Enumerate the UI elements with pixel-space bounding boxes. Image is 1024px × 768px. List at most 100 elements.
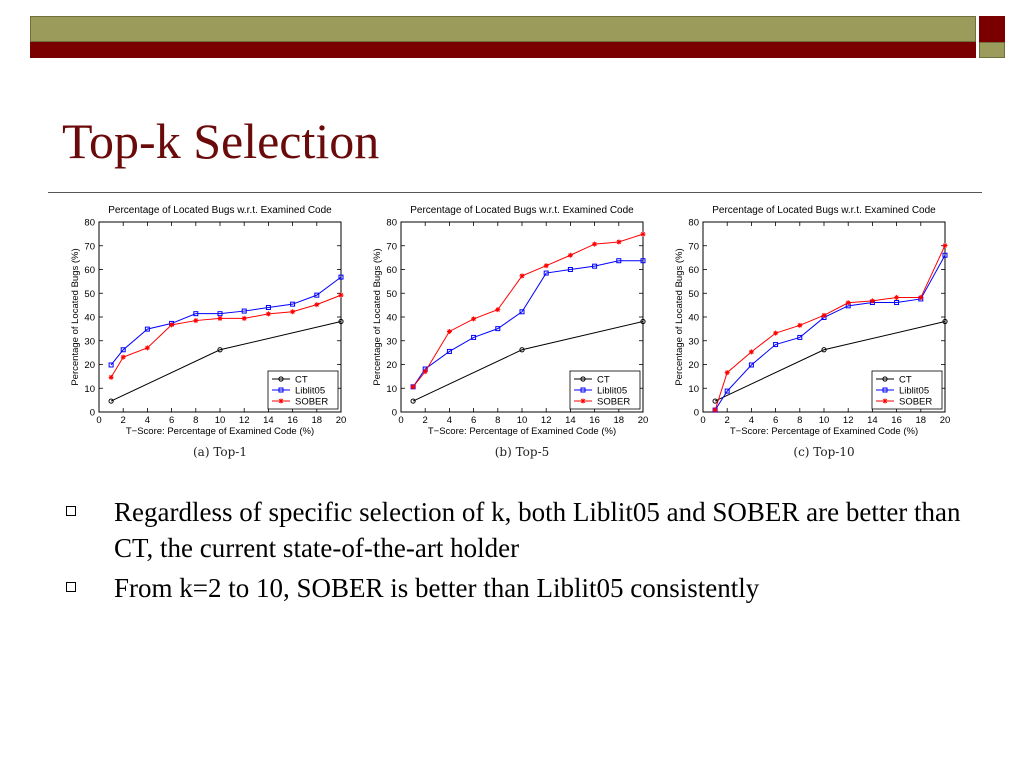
top-1-series-sober	[108, 292, 344, 380]
top-10-x-tick-label: 0	[700, 415, 705, 426]
top-1-data-point	[144, 345, 150, 351]
top-1-x-tick-label: 10	[215, 415, 226, 426]
top-5-caption: (b) Top-5	[495, 445, 550, 459]
top-1-data-point	[290, 309, 296, 315]
top-10-data-point	[821, 347, 827, 353]
top-5-legend-marker	[580, 376, 586, 382]
top-5-y-tick-label: 70	[386, 241, 397, 252]
top-10-legend-label: CT	[899, 375, 912, 386]
top-10-x-tick-label: 14	[867, 415, 878, 426]
top-10-data-point	[712, 398, 718, 404]
top-5-legend-marker	[580, 398, 586, 404]
top-1-data-point	[120, 354, 126, 360]
top-10-data-point	[748, 349, 754, 355]
top-5-y-axis-label: Percentage of Located Bugs (%)	[372, 248, 383, 385]
top-5-data-point	[495, 326, 501, 332]
title-divider	[48, 192, 982, 193]
top-5-data-point	[519, 347, 525, 353]
top-10-y-tick-label: 40	[688, 313, 699, 324]
top-1-data-point	[169, 322, 175, 328]
top-5-x-tick-label: 8	[495, 415, 500, 426]
top-1-data-point	[290, 301, 296, 307]
top-10-y-tick-label: 70	[688, 241, 699, 252]
top-5-data-point	[495, 307, 501, 313]
top-5-x-tick-label: 18	[614, 415, 625, 426]
top-1-x-tick-label: 18	[312, 415, 323, 426]
top-1-y-tick-label: 70	[84, 241, 95, 252]
top-1-data-point	[338, 274, 344, 280]
top-1-data-point	[193, 318, 199, 324]
top-10-data-point	[797, 334, 803, 340]
top-10-y-tick-label: 80	[688, 218, 699, 229]
top-1-legend-marker	[278, 387, 284, 393]
top-5-x-tick-label: 14	[565, 415, 576, 426]
chart-top-1: Percentage of Located Bugs w.r.t. Examin…	[56, 200, 346, 462]
top-1-data-point	[108, 398, 114, 404]
top-1-x-tick-label: 2	[121, 415, 126, 426]
top-10-x-tick-label: 10	[819, 415, 830, 426]
top-5-x-tick-label: 10	[517, 415, 528, 426]
top-1-series-line	[110, 276, 342, 366]
top-1-data-point	[217, 315, 223, 321]
top-5-data-point	[543, 263, 549, 269]
bullet-text: From k=2 to 10, SOBER is better than Lib…	[114, 573, 760, 603]
top-5-data-point	[422, 369, 428, 375]
top-1-plot-title: Percentage of Located Bugs w.r.t. Examin…	[108, 205, 332, 216]
top-5-y-tick-label: 50	[386, 289, 397, 300]
top-10-y-tick-label: 0	[694, 408, 699, 419]
top-5-x-tick-label: 12	[541, 415, 552, 426]
top-1-legend-label: CT	[295, 375, 308, 386]
top-5-y-tick-label: 20	[386, 360, 397, 371]
chart-top-5-svg: Percentage of Located Bugs w.r.t. Examin…	[372, 205, 648, 459]
top-10-data-point	[894, 300, 900, 306]
top-10-data-point	[712, 407, 718, 413]
top-5-y-tick-label: 80	[386, 218, 397, 229]
top-10-x-tick-label: 8	[797, 415, 802, 426]
top-1-x-tick-label: 16	[287, 415, 298, 426]
top-1-x-axis-label: T−Score: Percentage of Examined Code (%)	[126, 426, 314, 437]
top-1-y-tick-label: 30	[84, 336, 95, 347]
top-5-y-tick-label: 60	[386, 265, 397, 276]
top-10-x-tick-label: 2	[725, 415, 730, 426]
top-1-series-line	[110, 321, 342, 402]
top-1-caption: (a) Top-1	[193, 445, 247, 459]
top-10-y-tick-label: 10	[688, 384, 699, 395]
top-1-data-point	[314, 302, 320, 308]
top-10-legend-marker	[882, 376, 888, 382]
top-1-y-tick-label: 20	[84, 360, 95, 371]
top-5-data-point	[543, 270, 549, 276]
top-1-data-point	[217, 347, 223, 353]
square-bullet-icon	[66, 506, 76, 516]
top-1-legend-label: SOBER	[295, 397, 328, 408]
header-bar-red	[30, 42, 976, 58]
top-5-legend-marker	[580, 387, 586, 393]
top-10-series-line	[714, 321, 946, 402]
top-10-y-tick-label: 50	[688, 289, 699, 300]
top-1-legend-marker	[278, 376, 284, 382]
top-1-data-point	[338, 292, 344, 298]
top-10-x-tick-label: 20	[940, 415, 950, 426]
slide-title: Top-k Selection	[62, 113, 380, 169]
top-10-data-point	[724, 370, 730, 376]
top-1-x-tick-label: 14	[263, 415, 274, 426]
top-1-data-point	[193, 311, 199, 317]
top-1-y-tick-label: 80	[84, 218, 95, 229]
top-1-x-tick-label: 0	[96, 415, 101, 426]
top-5-data-point	[446, 328, 452, 334]
top-10-series-sober	[712, 243, 948, 413]
top-10-data-point	[821, 312, 827, 318]
top-1-y-tick-label: 40	[84, 313, 95, 324]
square-bullet-icon	[66, 582, 76, 592]
top-10-legend-label: SOBER	[899, 397, 932, 408]
top-10-data-point	[773, 342, 779, 348]
top-1-y-tick-label: 10	[84, 384, 95, 395]
top-1-data-point	[338, 318, 344, 325]
top-1-data-point	[265, 311, 271, 317]
top-10-legend-label: Liblit05	[899, 386, 929, 397]
top-10-data-point	[724, 388, 730, 394]
top-1-series-liblit05	[108, 274, 344, 368]
top-5-x-tick-label: 16	[589, 415, 600, 426]
top-5-data-point	[592, 263, 598, 269]
